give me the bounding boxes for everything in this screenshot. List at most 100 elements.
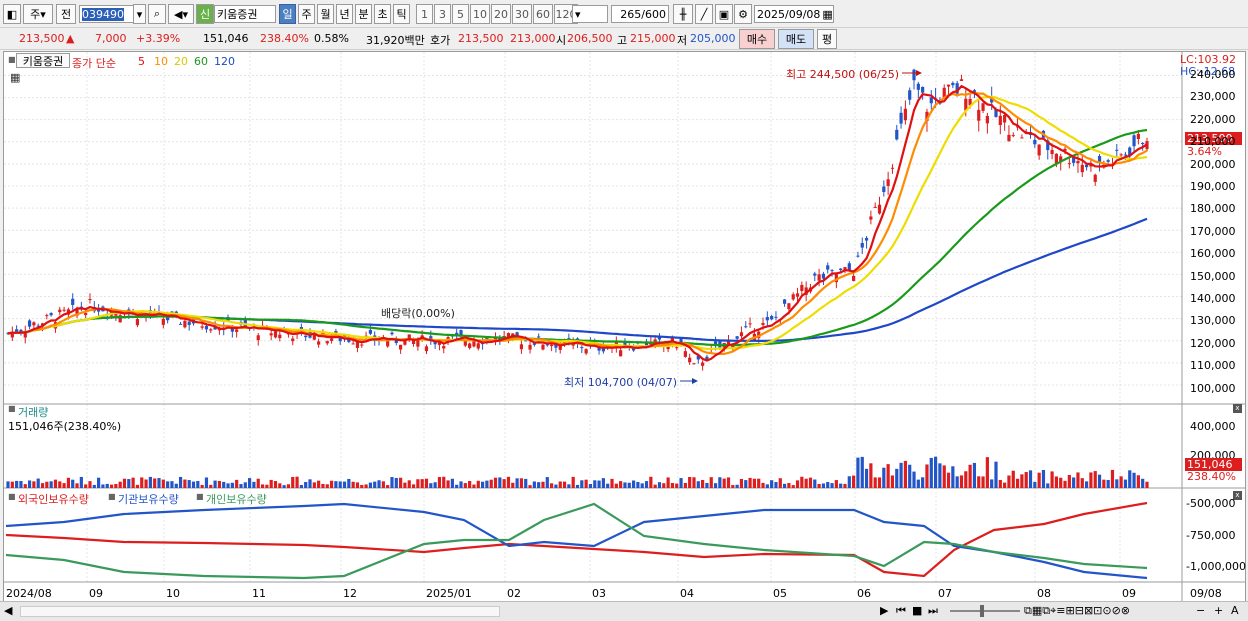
holding-close-icon[interactable]: x	[1233, 491, 1242, 500]
volume-bar	[761, 482, 765, 488]
volume-bar	[946, 472, 951, 488]
volume-bar	[1132, 472, 1136, 488]
volume-bar	[148, 476, 152, 488]
legend-ma20[interactable]: 20	[174, 55, 188, 68]
chart-canvas[interactable]	[4, 52, 1245, 605]
interval-button-20[interactable]: 20	[491, 4, 511, 24]
volume-bar	[839, 483, 843, 488]
interval-button-3[interactable]: 3	[434, 4, 451, 24]
tab-period-2[interactable]: 월	[317, 4, 334, 24]
volume-bar	[899, 462, 903, 488]
toolbar-icons-right[interactable]: ⧉▦⧉⌖≡⊞⊟⊠⊡⊙⊘⊗	[1024, 604, 1131, 617]
volume-bar	[925, 464, 929, 488]
candle-body	[437, 341, 442, 345]
zoom-out-icon[interactable]: −	[1196, 604, 1206, 617]
volume-bar	[787, 483, 791, 488]
candle-body	[951, 82, 955, 86]
candle-body	[390, 332, 394, 335]
candle-body	[839, 268, 843, 271]
legend-ma120[interactable]: 120	[214, 55, 235, 68]
volume-bar	[1059, 477, 1063, 488]
interval-button-1[interactable]: 1	[416, 4, 433, 24]
stop-icon[interactable]: ■	[912, 604, 923, 617]
tab-period-1[interactable]: 주	[298, 4, 315, 24]
volume-bar	[1123, 479, 1128, 488]
candle-body	[424, 346, 429, 352]
legend-stock-name[interactable]: 키움증권	[16, 53, 70, 68]
volume-bar	[713, 483, 718, 488]
volume-bar	[295, 476, 299, 488]
candle-body	[990, 96, 994, 103]
sell-button[interactable]: 매도	[778, 29, 814, 49]
speaker-icon[interactable]: ◀▾	[168, 4, 194, 24]
candle-body	[235, 329, 239, 332]
volume-bar	[571, 476, 575, 488]
price-tick: 170,000	[1190, 224, 1236, 238]
volume-close-icon[interactable]: x	[1233, 404, 1242, 413]
legend-ma-label: 종가 단순	[72, 57, 116, 70]
candle-body	[981, 103, 985, 111]
buy-button[interactable]: 매수	[739, 29, 775, 49]
candle-body	[118, 315, 122, 323]
low-arrow-head	[692, 378, 698, 384]
code-input[interactable]: 039490	[79, 5, 135, 23]
gear-icon[interactable]: ⚙	[734, 4, 752, 24]
scroll-track[interactable]	[20, 606, 500, 617]
volume-bar	[1054, 476, 1058, 488]
scroll-right-icon[interactable]: ▶	[880, 604, 889, 617]
eval-button[interactable]: 평	[817, 29, 837, 49]
volume-bar	[683, 482, 687, 488]
legend-foreign[interactable]: 외국인보유수량	[18, 493, 89, 506]
candle-body	[273, 331, 278, 338]
interval-button-10[interactable]: 10	[470, 4, 490, 24]
tools-icon[interactable]: ╱	[695, 4, 713, 24]
tab-period-5[interactable]: 초	[374, 4, 391, 24]
volume-title[interactable]: 거래량	[18, 406, 49, 419]
interval-custom-input[interactable]: ▾	[572, 5, 608, 23]
scroll-left-icon[interactable]: ◀	[4, 604, 13, 617]
zoom-in-icon[interactable]: +	[1214, 604, 1224, 617]
volume-bar	[433, 482, 437, 488]
candle-type-icon[interactable]: ╫	[673, 4, 693, 24]
count-input[interactable]: 265/600	[611, 5, 669, 23]
price-tick: 220,000	[1190, 112, 1236, 126]
candle-body	[209, 329, 213, 331]
chart-area[interactable]: 키움증권 ■ 종가 단순 5 10 20 60 120 ▦ LC:103.92 …	[3, 51, 1246, 606]
interval-button-60[interactable]: 60	[533, 4, 553, 24]
market-select[interactable]: 주 ▾	[23, 4, 53, 24]
tab-period-4[interactable]: 분	[355, 4, 372, 24]
legend-ma60[interactable]: 60	[194, 55, 208, 68]
date-input[interactable]: 2025/09/08 ▦	[754, 5, 834, 23]
legend-inst[interactable]: 기관보유수량	[118, 493, 179, 506]
play-icon[interactable]: ⏭	[928, 604, 938, 617]
code-dropdown-icon[interactable]: ▾	[133, 4, 146, 24]
interval-button-30[interactable]: 30	[512, 4, 532, 24]
chart-scrollbar[interactable]: ◀ ▶ ⏮ ■ ⏭ ⧉▦⧉⌖≡⊞⊟⊠⊡⊙⊘⊗ − + A	[0, 601, 1248, 621]
tab-period-6[interactable]: 틱	[393, 4, 410, 24]
legend-ma5[interactable]: 5	[138, 55, 145, 68]
volume-bar	[217, 480, 222, 488]
legend-ma10[interactable]: 10	[154, 55, 168, 68]
tab-period-3[interactable]: 년	[336, 4, 353, 24]
candle-body	[852, 275, 856, 281]
candle-body	[912, 69, 916, 81]
tab-period-0[interactable]: 일	[279, 4, 296, 24]
font-size-icon[interactable]: A	[1231, 604, 1239, 617]
credit-badge[interactable]: 신	[196, 4, 214, 24]
candle-body	[84, 313, 88, 316]
rewind-icon[interactable]: ⏮	[896, 604, 906, 617]
volume-bar	[1097, 474, 1102, 488]
calendar-icon[interactable]: ▦	[822, 7, 833, 21]
stock-name-field[interactable]: 키움증권	[214, 5, 276, 23]
grid-table-icon[interactable]: ▦	[10, 71, 21, 84]
volume-bar	[196, 481, 200, 488]
window-menu-icon[interactable]: ◧	[3, 4, 21, 24]
adj-price-button[interactable]: 전	[56, 4, 76, 24]
legend-indiv[interactable]: 개인보유수량	[206, 493, 267, 506]
search-icon[interactable]: ⌕	[148, 4, 166, 24]
zoom-slider-handle[interactable]	[980, 605, 984, 617]
candle-body	[386, 341, 390, 347]
zoom-slider[interactable]	[950, 610, 1020, 612]
interval-button-5[interactable]: 5	[452, 4, 469, 24]
save-icon[interactable]: ▣	[715, 4, 733, 24]
